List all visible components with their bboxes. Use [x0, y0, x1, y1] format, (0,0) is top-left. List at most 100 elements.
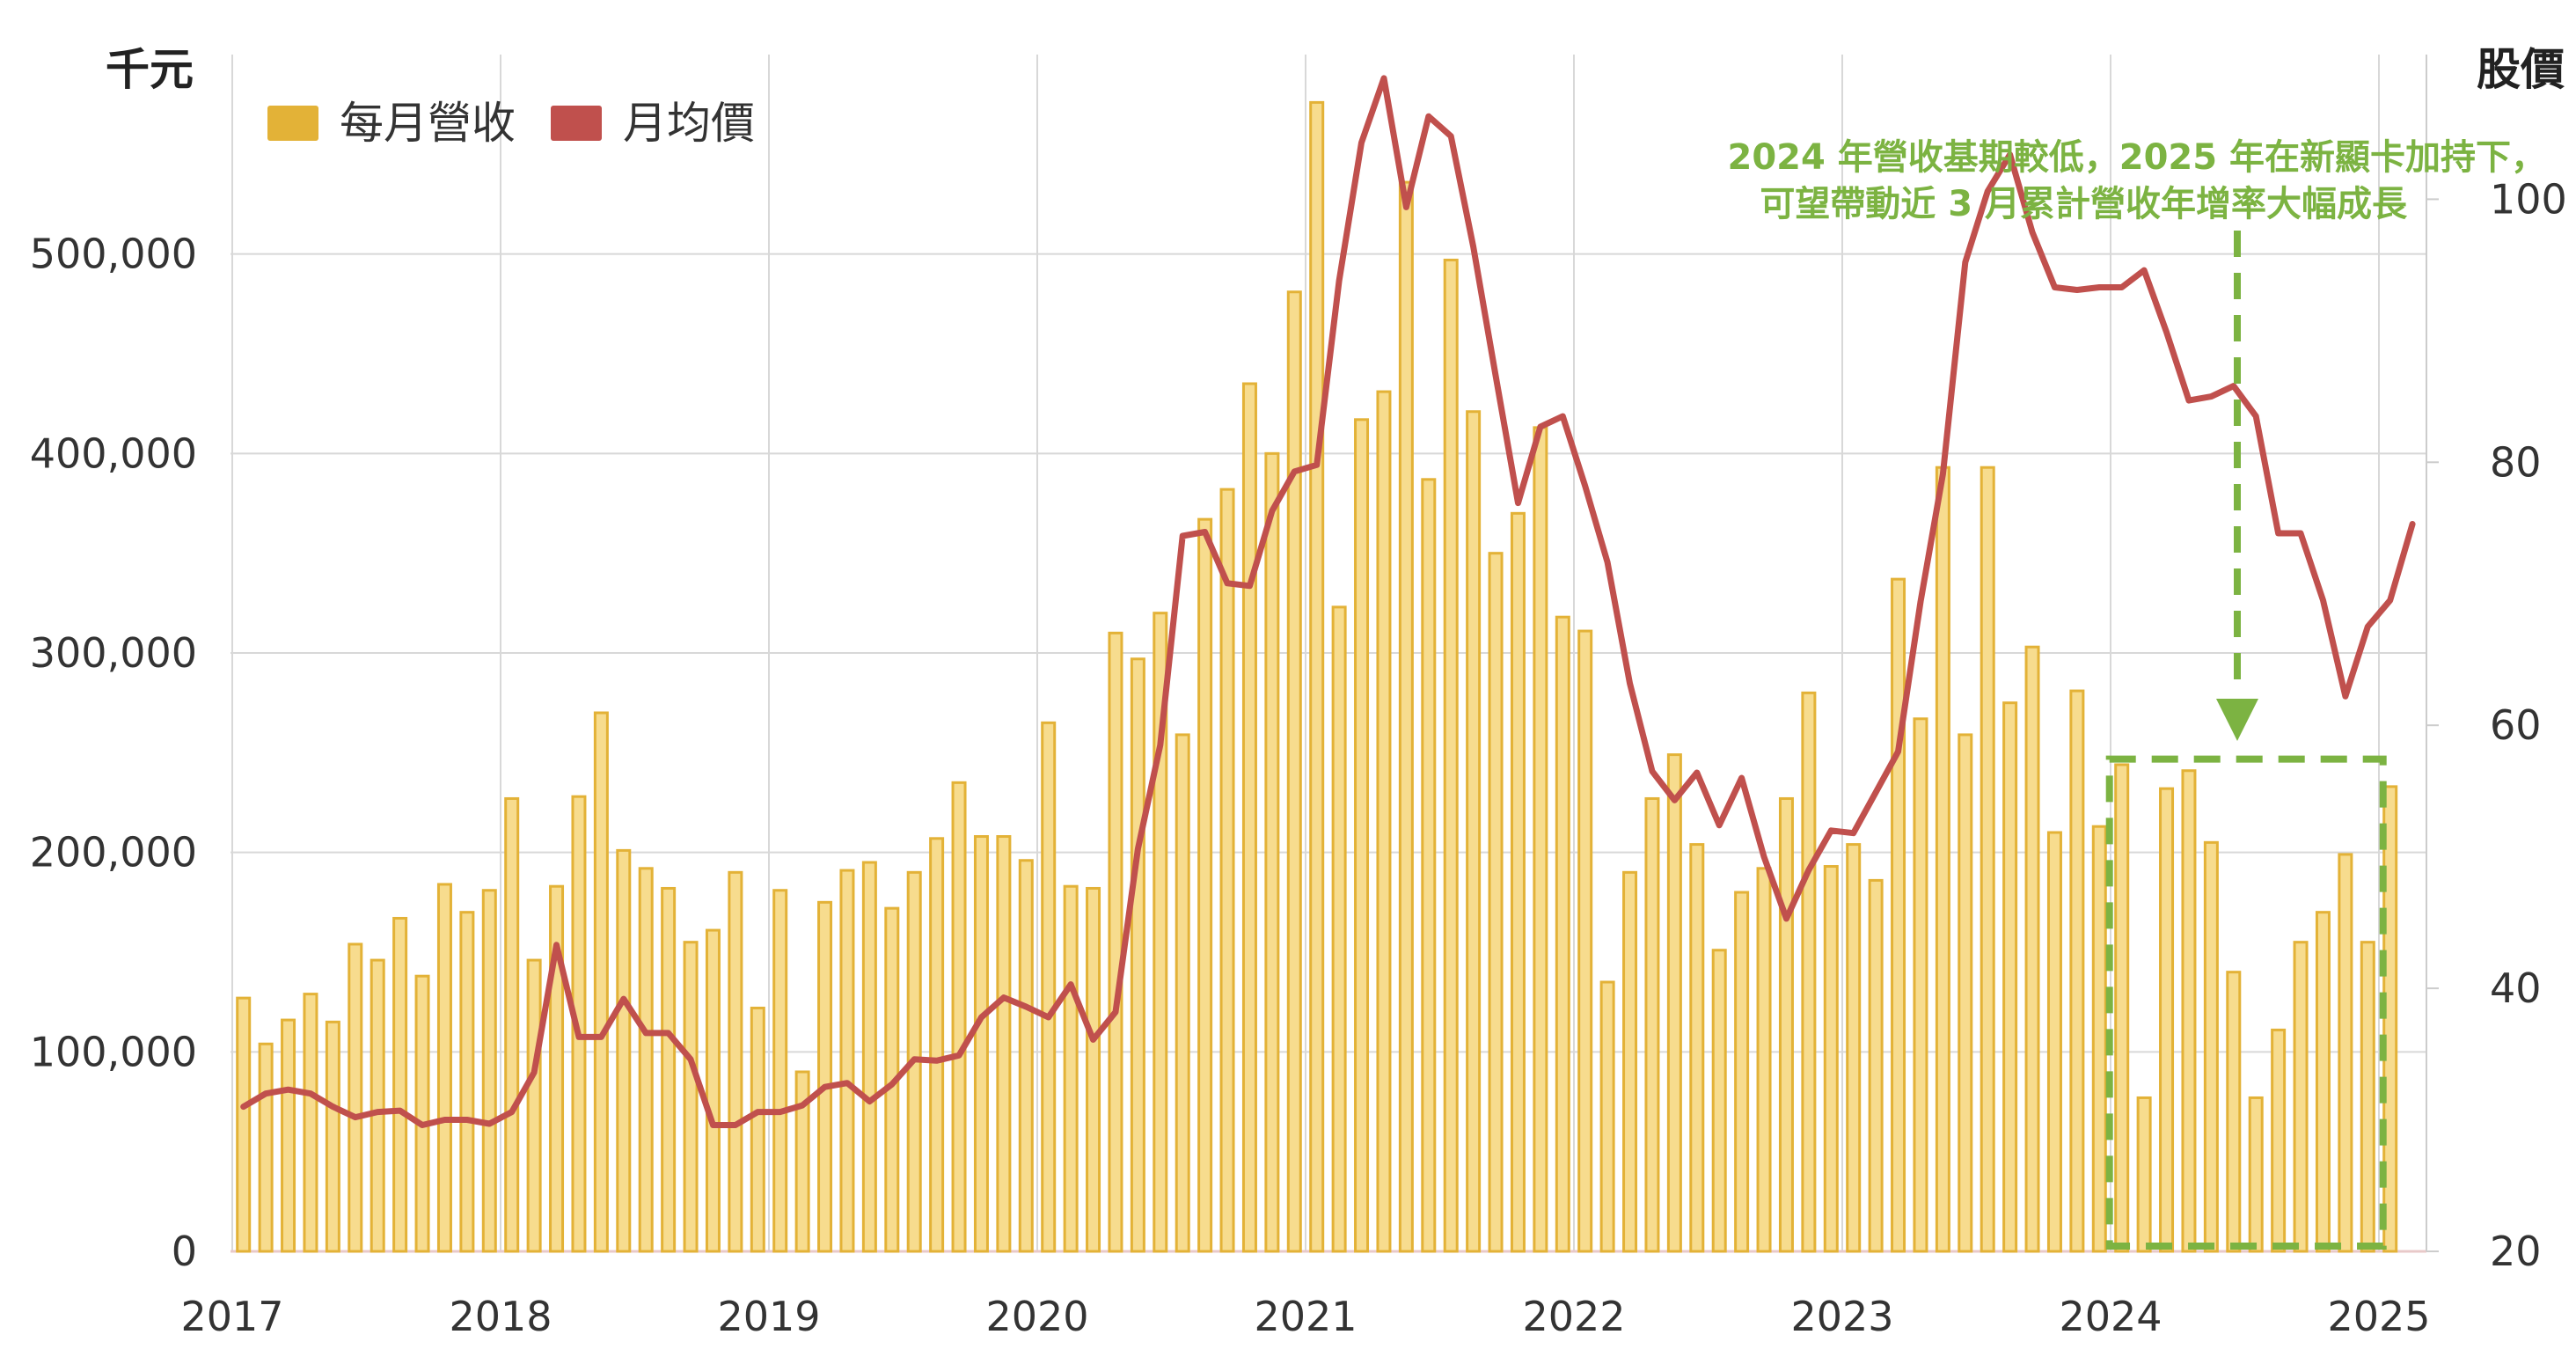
revenue-bar	[1063, 884, 1079, 1253]
revenue-bar	[2271, 1028, 2287, 1253]
revenue-bar	[750, 1006, 765, 1253]
revenue-bar	[414, 974, 430, 1253]
revenue-bar	[951, 781, 967, 1253]
line-layer	[240, 75, 2416, 1128]
legend-label-revenue: 每月營收	[340, 98, 516, 149]
revenue-bar	[1756, 867, 1772, 1253]
revenue-bar	[861, 861, 877, 1253]
revenue-bar	[1958, 733, 1973, 1253]
y-right-tick-label: 20	[2490, 1228, 2542, 1275]
revenue-bar	[1980, 466, 1995, 1253]
revenue-bar	[2114, 763, 2130, 1253]
x-tick-label: 2022	[1522, 1293, 1625, 1340]
revenue-bar	[593, 711, 609, 1253]
annotation: 2024 年營收基期較低，2025 年在新顯卡加持下， 可望帶動近 3 月累計營…	[1727, 137, 2546, 1250]
revenue-bar	[1734, 891, 1750, 1253]
annotation-line-1: 2024 年營收基期較低，2025 年在新顯卡加持下，	[1727, 137, 2546, 178]
y-right-tick-label: 100	[2490, 175, 2567, 223]
revenue-bar	[2293, 941, 2309, 1253]
revenue-bar	[459, 911, 475, 1253]
revenue-bar	[1466, 410, 1482, 1253]
revenue-bar	[2002, 701, 2018, 1253]
revenue-bar	[817, 900, 833, 1253]
revenue-bar	[1913, 717, 1928, 1253]
revenue-bar	[1488, 552, 1504, 1253]
revenue-bar	[1778, 796, 1794, 1253]
annotation-highlight-box	[2105, 755, 2387, 1250]
revenue-bar	[2069, 689, 2085, 1253]
revenue-bar	[1309, 100, 1325, 1253]
revenue-bar	[1577, 629, 1593, 1253]
revenue-bar	[2315, 911, 2331, 1253]
revenue-bar	[1555, 615, 1570, 1253]
x-tick-label: 2018	[449, 1293, 552, 1340]
revenue-bar	[2024, 645, 2040, 1253]
revenue-bar	[705, 928, 721, 1253]
revenue-bar	[929, 837, 945, 1253]
bars-layer	[236, 100, 2398, 1253]
y-right-tick-label: 40	[2490, 964, 2542, 1012]
revenue-bar	[436, 883, 452, 1253]
price-line	[240, 75, 2416, 1128]
revenue-bar	[1421, 478, 1437, 1253]
y-left-tick-label: 0	[172, 1228, 197, 1275]
revenue-bar	[549, 884, 565, 1253]
legend: 每月營收 月均價	[267, 98, 755, 149]
x-tick-label: 2021	[1254, 1293, 1357, 1340]
revenue-bar	[1108, 631, 1123, 1253]
revenue-bar	[2203, 840, 2219, 1253]
revenue-bar	[2248, 1096, 2264, 1253]
revenue-bar	[616, 848, 632, 1253]
revenue-bar	[348, 942, 363, 1253]
revenue-bar	[1533, 426, 1548, 1253]
revenue-bar	[2338, 853, 2353, 1253]
revenue-bar	[1376, 390, 1392, 1253]
revenue-bar	[1823, 865, 1839, 1253]
revenue-bar	[2382, 785, 2398, 1253]
y-right-tick-label: 60	[2490, 701, 2542, 749]
revenue-bar	[1868, 878, 1884, 1253]
revenue-bar	[1130, 657, 1145, 1253]
revenue-bar	[1041, 721, 1057, 1253]
revenue-bar	[481, 889, 497, 1253]
legend-label-price: 月均價	[623, 98, 755, 149]
revenue-bar	[1846, 843, 1862, 1253]
y-left-tick-label: 100,000	[30, 1028, 197, 1075]
revenue-bar	[1398, 180, 1414, 1253]
revenue-bar	[392, 916, 408, 1253]
revenue-bar	[1689, 843, 1705, 1253]
revenue-bar	[661, 886, 677, 1253]
revenue-bar	[2091, 825, 2107, 1253]
revenue-bar	[1443, 258, 1459, 1253]
revenue-bar	[772, 889, 788, 1253]
revenue-bar	[996, 835, 1012, 1253]
revenue-bar	[794, 1070, 810, 1253]
revenue-bar	[504, 796, 520, 1253]
revenue-bar	[303, 993, 318, 1253]
revenue-bar	[236, 996, 252, 1253]
revenue-bar	[728, 870, 743, 1253]
revenue-bar	[258, 1042, 274, 1253]
revenue-bar	[1286, 290, 1302, 1253]
y-left-tick-label: 500,000	[30, 231, 197, 278]
revenue-bar	[281, 1018, 296, 1253]
revenue-bar	[683, 941, 699, 1253]
legend-swatch-revenue	[267, 106, 318, 141]
x-tick-label: 2019	[717, 1293, 820, 1340]
axes-layer: 千元 股價 0 100,000 200,000 300,000 400,000 500,0…	[30, 44, 2567, 1340]
y-left-tick-label: 200,000	[30, 829, 197, 876]
revenue-bar	[1331, 605, 1347, 1253]
revenue-bar	[1018, 859, 1034, 1253]
x-tick-label: 2025	[2327, 1293, 2430, 1340]
x-tick-label: 2023	[1790, 1293, 1893, 1340]
revenue-bar	[1197, 517, 1213, 1253]
revenue-bar	[2046, 831, 2062, 1253]
revenue-bar	[1354, 418, 1370, 1253]
revenue-bar	[1219, 488, 1235, 1253]
revenue-bar	[2360, 941, 2375, 1253]
revenue-bar	[2181, 769, 2197, 1253]
revenue-bar	[526, 958, 542, 1253]
revenue-bar	[1891, 577, 1906, 1253]
y-left-tick-label: 300,000	[30, 629, 197, 677]
